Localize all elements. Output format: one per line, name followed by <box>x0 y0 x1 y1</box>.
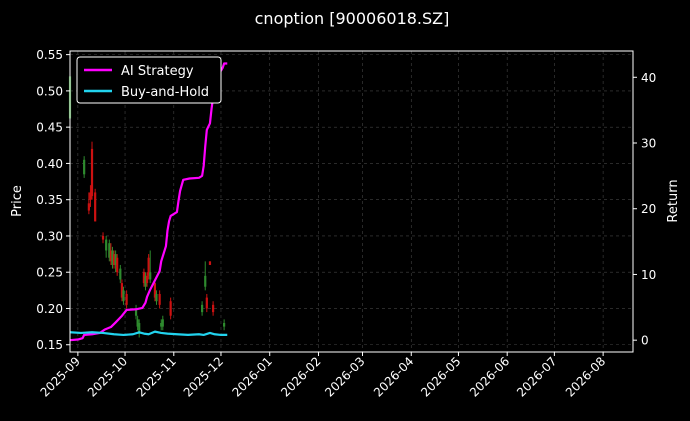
left-tick-label: 0.15 <box>36 338 63 352</box>
left-tick-label: 0.30 <box>36 229 63 243</box>
grid <box>70 51 633 352</box>
plot-frame <box>69 50 634 353</box>
left-tick-label: 0.45 <box>36 121 63 135</box>
right-axis-label: Return <box>666 179 681 222</box>
candle-body <box>169 301 172 316</box>
candle-body <box>114 254 117 265</box>
candle-body <box>108 243 111 258</box>
chart-title: cnoption [90006018.SZ] <box>255 9 450 28</box>
candle-body <box>101 235 105 240</box>
candle-body <box>212 304 215 313</box>
candle-body <box>223 322 226 327</box>
series-lines <box>69 62 228 342</box>
candle-body <box>155 293 158 302</box>
right-tick-label: 0 <box>641 334 649 348</box>
candle-body <box>120 283 123 298</box>
left-tick-label: 0.20 <box>36 302 63 316</box>
right-tick-label: 30 <box>641 137 656 151</box>
candle-body <box>111 250 114 265</box>
legend-label-ai-strategy: AI Strategy <box>121 64 194 79</box>
candle-body <box>158 293 161 305</box>
series-line-buy-and-hold <box>69 330 228 337</box>
candle-body <box>112 254 116 265</box>
candle-body <box>153 283 157 298</box>
right-axis: 0 10 20 30 40 <box>633 71 656 348</box>
candle-body <box>90 148 94 197</box>
candle-body <box>87 203 90 211</box>
left-tick-label: 0.25 <box>36 266 63 280</box>
candlesticks <box>68 69 226 338</box>
candle-body <box>149 272 152 280</box>
left-tick-label: 0.50 <box>36 84 63 98</box>
right-tick-label: 40 <box>641 71 656 85</box>
candle-body <box>116 257 119 273</box>
left-tick-label: 0.40 <box>36 157 63 171</box>
legend: AI Strategy Buy-and-Hold <box>76 56 222 104</box>
candle-body <box>145 275 149 284</box>
candle-body <box>208 261 212 265</box>
legend-box <box>76 56 222 104</box>
candle-body <box>119 268 122 280</box>
candle-body <box>136 319 139 327</box>
left-tick-label: 0.35 <box>36 193 63 207</box>
left-tick-label: 0.55 <box>36 48 63 62</box>
candle-body <box>109 250 112 262</box>
candle-body <box>94 192 97 222</box>
candle-body <box>144 275 147 287</box>
candle-body <box>125 293 128 305</box>
candle-body <box>142 272 146 284</box>
candle-body <box>201 304 204 313</box>
candle-body <box>138 322 141 334</box>
series-line-ai-strategy <box>69 62 228 342</box>
left-axis-label: Price <box>10 185 25 217</box>
candle-body <box>147 257 150 276</box>
candle-body <box>105 239 108 251</box>
candle-body <box>134 308 138 316</box>
candle-body <box>161 319 164 327</box>
legend-label-buy-and-hold: Buy-and-Hold <box>121 85 209 100</box>
candle-body <box>122 290 125 302</box>
candle-body <box>204 275 207 287</box>
right-tick-label: 20 <box>641 202 656 216</box>
candle-body <box>83 159 86 175</box>
candle-body <box>205 297 208 309</box>
left-axis: 0.15 0.20 0.25 0.30 0.35 0.40 0.45 0.50 0.55 <box>36 48 70 352</box>
candle-body <box>160 322 163 327</box>
right-tick-label: 10 <box>641 268 656 282</box>
candle-body <box>89 192 92 200</box>
